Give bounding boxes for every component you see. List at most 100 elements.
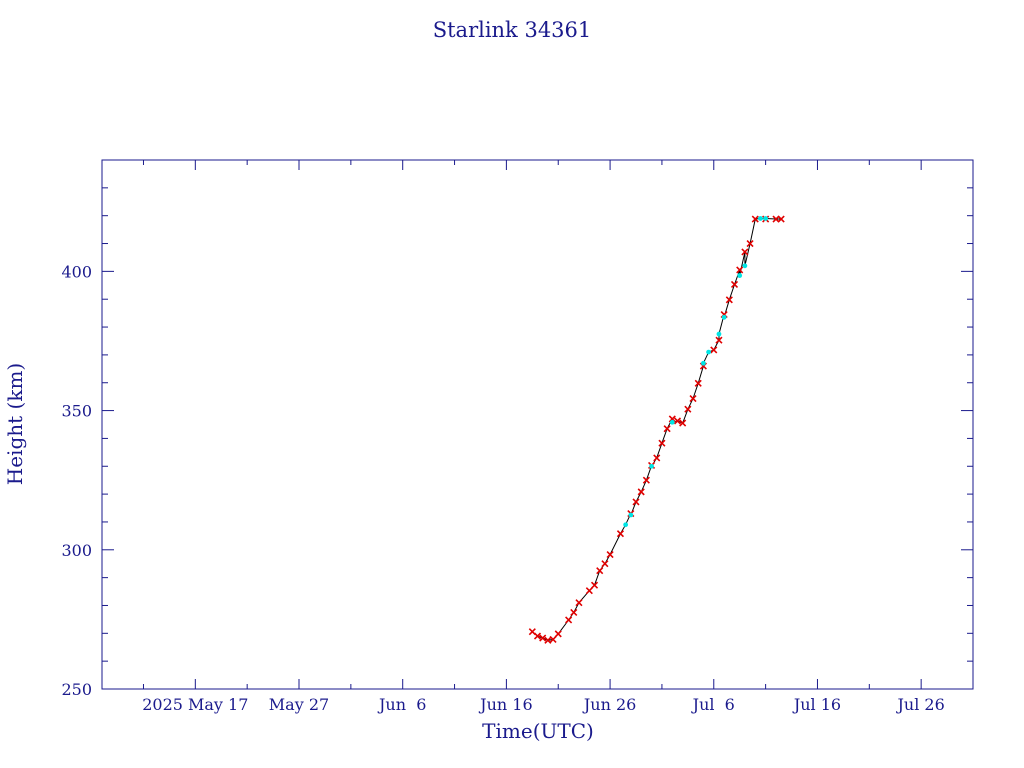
marker-stroke <box>590 581 599 589</box>
x-tick-label: Jul 26 <box>896 695 945 714</box>
data-point-marker <box>741 248 749 256</box>
y-tick-labels: 250 300 350 400 <box>61 262 92 699</box>
marker-stroke <box>653 454 661 462</box>
data-point-marker <box>701 360 706 366</box>
data-point-marker <box>746 239 754 248</box>
marker-stroke <box>673 417 682 425</box>
x-tick-label: Jul 16 <box>792 695 841 714</box>
marker-stroke <box>741 248 749 256</box>
marker-stroke <box>689 395 697 403</box>
data-point-marker <box>721 314 727 320</box>
data-point-marker <box>606 550 614 559</box>
data-point-marker <box>777 215 785 223</box>
marker-stroke <box>668 415 676 423</box>
data-point-marker <box>544 636 552 644</box>
marker-stroke <box>570 608 578 616</box>
data-point-marker <box>601 560 609 568</box>
marker-stroke <box>533 632 542 640</box>
data-point-marker <box>596 567 604 575</box>
data-point-marker <box>668 415 676 423</box>
marker-stroke <box>710 346 718 354</box>
marker-stroke <box>596 567 604 575</box>
height-trace-line <box>531 217 782 641</box>
data-point-marker <box>632 498 640 506</box>
data-point-marker <box>710 346 718 354</box>
data-point-marker <box>554 630 562 638</box>
data-point-marker <box>715 336 723 344</box>
data-markers <box>528 215 785 644</box>
x-tick-label: Jun 6 <box>377 695 426 714</box>
data-point-marker <box>694 379 702 387</box>
x-tick-label: 2025 May 17 <box>142 695 248 714</box>
marker-stroke <box>544 636 552 644</box>
y-tick-label: 400 <box>61 262 92 281</box>
marker-stroke <box>549 635 557 644</box>
data-point-marker <box>616 530 625 538</box>
marker-stroke <box>751 215 759 223</box>
data-point-marker <box>585 587 593 595</box>
data-point-marker <box>653 454 661 462</box>
data-point-marker <box>736 266 744 274</box>
data-point-marker <box>637 488 645 496</box>
data-point-marker <box>673 417 682 425</box>
marker-stroke <box>694 379 702 387</box>
data-point-marker <box>742 263 748 269</box>
marker-stroke <box>663 425 671 433</box>
y-tick-label: 300 <box>61 541 92 560</box>
data-point-marker <box>623 522 629 528</box>
data-point-marker <box>628 512 634 518</box>
data-point-marker <box>649 463 654 469</box>
data-point-marker <box>679 419 687 427</box>
data-point-marker <box>737 273 743 278</box>
x-tick-label: Jun 26 <box>582 695 636 714</box>
x-tick-label: May 27 <box>269 695 329 714</box>
data-point-marker <box>570 608 578 616</box>
data-point-marker <box>758 216 763 221</box>
data-point-marker <box>706 349 711 355</box>
data-point-marker <box>565 616 573 624</box>
x-tick-labels: 2025 May 17 May 27 Jun 6 Jun 16 Jun 26 Jul 6 J… <box>142 695 945 714</box>
data-point-marker <box>590 581 599 589</box>
marker-stroke <box>616 530 625 538</box>
data-point-marker <box>663 425 671 433</box>
marker-stroke <box>565 616 573 624</box>
data-point-marker <box>575 599 583 607</box>
y-axis-label: Height (km) <box>3 363 27 485</box>
marker-stroke <box>585 587 593 595</box>
marker-stroke <box>606 550 614 559</box>
data-point-marker <box>642 476 650 484</box>
marker-stroke <box>539 634 547 642</box>
marker-stroke <box>684 405 692 413</box>
marker-stroke <box>772 215 780 223</box>
data-point-marker <box>716 331 722 337</box>
marker-stroke <box>601 560 609 568</box>
marker-stroke <box>777 215 785 223</box>
x-axis-label: Time(UTC) <box>482 719 594 743</box>
marker-stroke <box>730 280 739 289</box>
data-point-marker <box>730 280 739 289</box>
marker-stroke <box>554 630 562 638</box>
marker-stroke <box>679 419 687 427</box>
marker-stroke <box>637 488 645 496</box>
y-tick-label: 250 <box>61 680 92 699</box>
marker-stroke <box>632 498 640 506</box>
data-point-marker <box>725 296 733 304</box>
data-point-marker <box>772 215 780 223</box>
y-tick-label: 350 <box>61 402 92 421</box>
data-point-marker <box>751 215 759 223</box>
marker-stroke <box>528 628 536 636</box>
data-point-marker <box>533 632 542 640</box>
chart-title: Starlink 34361 <box>433 18 592 42</box>
marker-stroke <box>715 336 723 344</box>
data-point-marker <box>549 635 557 644</box>
marker-stroke <box>658 439 666 447</box>
marker-stroke <box>746 239 754 248</box>
plot-frame <box>101 159 974 690</box>
marker-stroke <box>575 599 583 607</box>
data-point-marker <box>669 419 675 425</box>
marker-stroke <box>736 266 744 274</box>
data-point-marker <box>689 395 697 403</box>
axis-ticks <box>102 159 974 690</box>
marker-stroke <box>725 296 733 304</box>
